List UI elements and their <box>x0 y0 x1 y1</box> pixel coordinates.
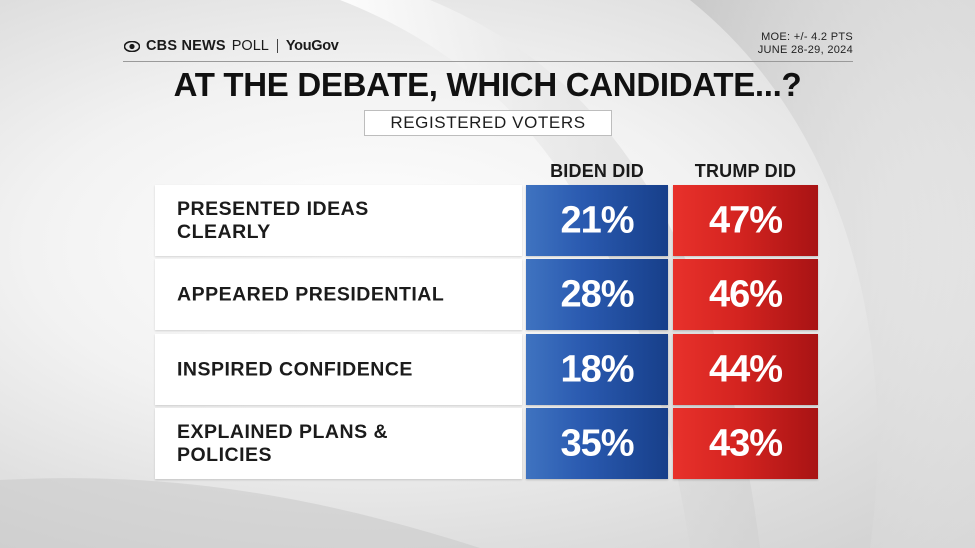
biden-value-cell: 35% <box>526 408 668 479</box>
column-header-biden: BIDEN DID <box>550 161 644 181</box>
trump-value-cell: 44% <box>673 334 818 405</box>
trump-value: 43% <box>708 422 783 464</box>
brand-cbs-news: CBS NEWS <box>146 38 226 54</box>
brand-logo: CBS NEWS POLL YouGov <box>124 37 339 55</box>
cbs-eye-icon <box>124 40 140 52</box>
brand-divider <box>276 39 278 53</box>
brand-yougov: YouGov <box>285 38 339 54</box>
biden-value-cell: 21% <box>526 185 668 256</box>
column-header-trump: TRUMP DID <box>694 161 797 181</box>
trump-value-cell: 46% <box>673 259 818 330</box>
row-label: INSPIRED CONFIDENCE <box>155 334 522 405</box>
biden-value-cell: 28% <box>526 259 668 330</box>
trump-value-cell: 47% <box>673 185 818 256</box>
biden-value: 18% <box>560 348 634 390</box>
row-label: APPEARED PRESIDENTIAL <box>155 259 522 330</box>
row-label: EXPLAINED PLANS & POLICIES <box>155 408 522 479</box>
trump-value-cell: 43% <box>673 408 818 479</box>
brand-poll: POLL <box>231 38 269 54</box>
row-label-text: PRESENTED IDEAS CLEARLY <box>177 197 369 243</box>
trump-value: 44% <box>708 348 783 390</box>
biden-value-cell: 18% <box>526 334 668 405</box>
margin-of-error: MOE: +/- 4.2 PTS <box>761 31 853 43</box>
chart-title: AT THE DEBATE, WHICH CANDIDATE...? <box>173 66 802 103</box>
trump-value: 47% <box>708 199 783 241</box>
biden-value: 28% <box>560 273 634 315</box>
chart-subtitle: REGISTERED VOTERS <box>364 110 612 136</box>
header-divider <box>123 61 853 62</box>
poll-dates: JUNE 28-29, 2024 <box>757 44 853 56</box>
row-label-text: EXPLAINED PLANS & POLICIES <box>177 420 389 466</box>
poll-meta: MOE: +/- 4.2 PTS JUNE 28-29, 2024 <box>758 31 853 57</box>
trump-value: 46% <box>708 273 783 315</box>
row-label: PRESENTED IDEAS CLEARLY <box>155 185 522 256</box>
biden-value: 35% <box>560 422 634 464</box>
row-label-text: INSPIRED CONFIDENCE <box>177 358 413 380</box>
row-label-text: APPEARED PRESIDENTIAL <box>177 283 445 305</box>
biden-value: 21% <box>560 199 634 241</box>
